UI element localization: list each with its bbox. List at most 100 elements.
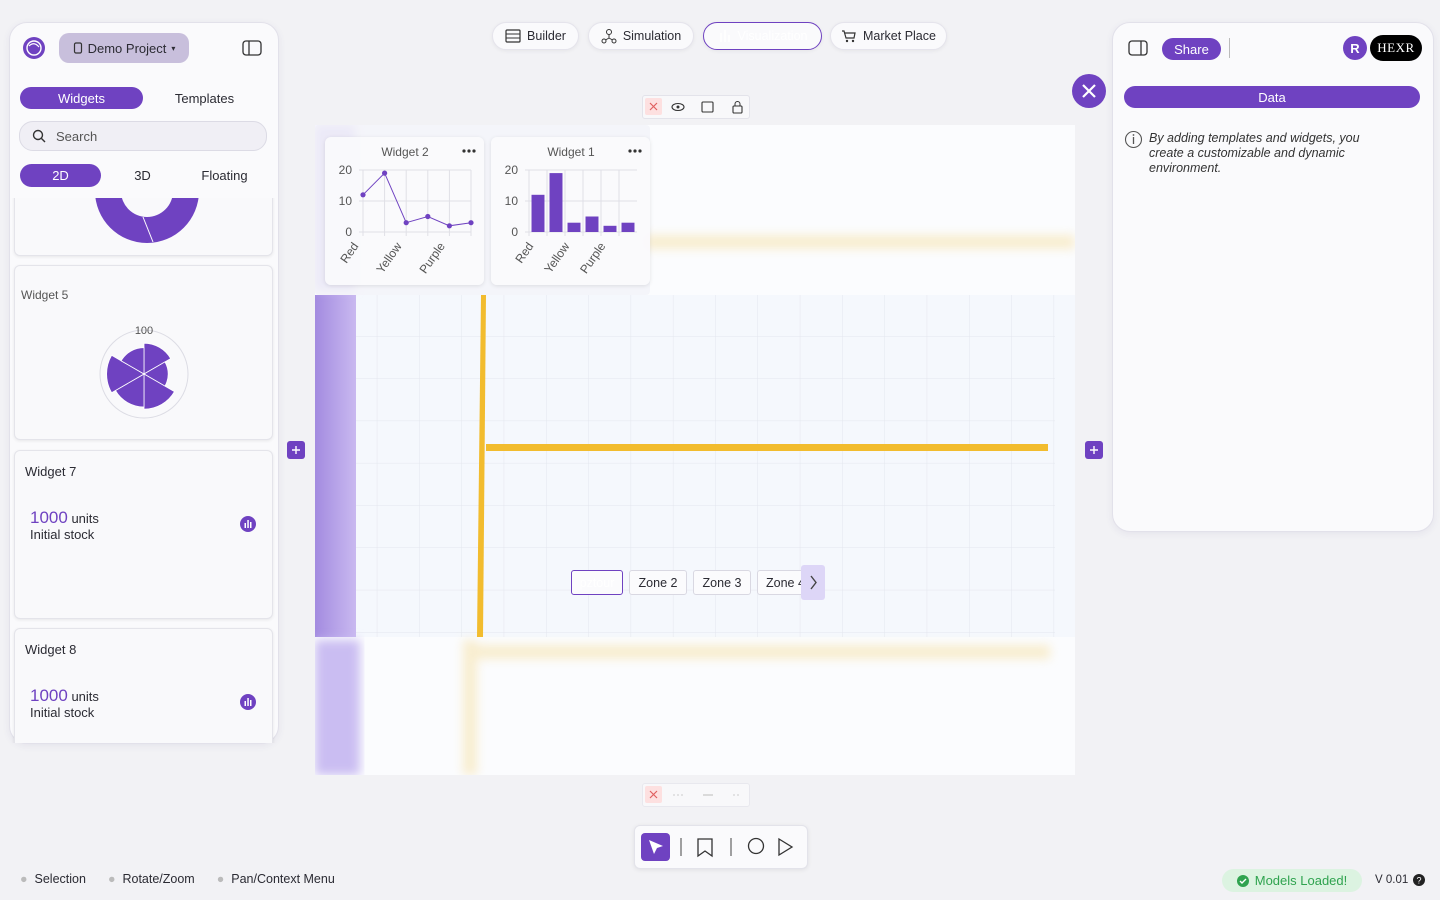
hint-label: Pan/Context Menu bbox=[231, 872, 335, 886]
y-tick-label: 0 bbox=[345, 225, 352, 239]
donut-widget bbox=[95, 198, 199, 243]
zone-tab[interactable]: Zone 4 bbox=[757, 570, 807, 595]
toolbar-icons bbox=[645, 98, 743, 115]
point bbox=[403, 220, 409, 226]
widget-card[interactable] bbox=[14, 198, 273, 256]
y-tick-label: 20 bbox=[339, 163, 353, 177]
menu-dot bbox=[462, 149, 466, 153]
comment-tool[interactable] bbox=[747, 837, 765, 855]
nav-tab[interactable]: Simulation bbox=[588, 22, 694, 50]
scene bbox=[315, 125, 1075, 775]
viewport[interactable] bbox=[315, 125, 1075, 775]
dock-icons bbox=[641, 833, 794, 861]
zone-next[interactable] bbox=[801, 565, 825, 600]
widget-title: Widget 7 bbox=[25, 464, 77, 479]
wall bbox=[315, 295, 356, 637]
metric: 1000 units bbox=[30, 686, 99, 706]
panel-toggle[interactable] bbox=[1128, 40, 1148, 56]
point bbox=[425, 213, 431, 220]
camera-icon[interactable] bbox=[701, 101, 714, 113]
widget-title: Widget 2 bbox=[381, 145, 429, 159]
hint-label: Rotate/Zoom bbox=[122, 872, 195, 886]
widget-card[interactable]: Widget 7 1000 units Initial stock bbox=[14, 450, 273, 619]
metric-label: Initial stock bbox=[30, 705, 95, 720]
data-section[interactable]: Data bbox=[1124, 86, 1420, 108]
metric-label: Initial stock bbox=[30, 527, 95, 542]
zone-tab[interactable]: Zone 2 bbox=[629, 570, 687, 595]
tab-label: Market Place bbox=[863, 29, 936, 43]
version: V 0.01? bbox=[1375, 874, 1426, 886]
r-tick-label: 100 bbox=[135, 325, 153, 337]
project-name: Demo Project bbox=[87, 40, 167, 56]
project-icon bbox=[73, 42, 82, 54]
x-tick-label: Yellow bbox=[374, 239, 405, 275]
zone-tab[interactable]: Zone 3 bbox=[693, 570, 751, 595]
bar bbox=[567, 222, 581, 232]
help-icon[interactable]: ? bbox=[1413, 874, 1426, 886]
y-tick-label: 10 bbox=[339, 194, 353, 208]
search-placeholder: Search bbox=[56, 128, 98, 144]
donut-separator bbox=[142, 216, 154, 243]
hint-label: Selection bbox=[34, 872, 86, 886]
arrow-icon bbox=[810, 575, 817, 590]
avatar[interactable]: R bbox=[1343, 36, 1367, 60]
widget-card[interactable]: Widget 5 50100 bbox=[14, 265, 273, 440]
hint: ● Selection bbox=[20, 872, 86, 886]
logo[interactable] bbox=[21, 35, 47, 61]
y-tick-label: 20 bbox=[505, 163, 519, 177]
floating-widget[interactable]: Widget 1 0 10 20 Red Yellow Purple bbox=[491, 137, 650, 285]
zone-tab[interactable]: pztour bbox=[571, 570, 623, 595]
tools-button[interactable] bbox=[1072, 74, 1106, 108]
check-icon bbox=[1236, 874, 1249, 887]
widget-title: Widget 8 bbox=[25, 642, 77, 657]
nav-tab[interactable]: Market Place bbox=[830, 22, 947, 50]
metric-icon[interactable] bbox=[239, 515, 257, 533]
x-tick-label: Red bbox=[337, 240, 361, 266]
brand-badge: HEXR bbox=[1370, 35, 1422, 61]
menu-dot bbox=[628, 149, 632, 153]
play-tool[interactable] bbox=[778, 837, 794, 857]
sidebar-toggle[interactable] bbox=[242, 40, 262, 56]
nav-tab[interactable]: Builder bbox=[492, 22, 579, 50]
metric-unit: units bbox=[71, 511, 99, 526]
metric-icon[interactable] bbox=[239, 693, 257, 711]
add-left[interactable] bbox=[287, 441, 305, 459]
info-icon bbox=[1124, 130, 1143, 149]
lock-icon[interactable] bbox=[732, 105, 743, 114]
tab-templates[interactable]: Templates bbox=[174, 90, 235, 106]
menu-dot bbox=[638, 149, 642, 153]
mode-3d[interactable]: 3D bbox=[134, 168, 151, 183]
polar-segment bbox=[106, 354, 145, 394]
nav-tab-active[interactable]: Visualization bbox=[703, 22, 822, 50]
bar bbox=[531, 194, 545, 232]
point bbox=[468, 220, 474, 226]
search-box[interactable]: Search bbox=[19, 121, 267, 151]
share-button[interactable]: Share bbox=[1162, 38, 1221, 60]
path-vertical bbox=[477, 295, 486, 637]
info-text: By adding templates and widgets, you cre… bbox=[1149, 131, 1360, 175]
y-tick-label: 0 bbox=[511, 225, 518, 239]
metric-value: 1000 bbox=[30, 508, 68, 527]
svg-text:?: ? bbox=[1417, 876, 1422, 886]
mode-2d[interactable]: 2D bbox=[20, 164, 101, 187]
tab-label: Simulation bbox=[622, 29, 682, 43]
x-tick-label: Purple bbox=[577, 239, 609, 276]
status-badge: Models Loaded! bbox=[1222, 869, 1362, 892]
tool-dock bbox=[634, 825, 808, 869]
eye-icon[interactable] bbox=[671, 102, 685, 112]
mode-floating[interactable]: Floating bbox=[201, 168, 248, 183]
x-tick-label: Purple bbox=[416, 239, 448, 276]
bookmark-tool[interactable] bbox=[697, 838, 713, 858]
widget-card[interactable]: Widget 8 1000 units Initial stock bbox=[14, 628, 273, 743]
point bbox=[382, 170, 388, 176]
point bbox=[360, 192, 366, 198]
version-text: V 0.01 bbox=[1375, 874, 1409, 886]
viewport-toolbar bbox=[642, 95, 750, 119]
project-menu[interactable]: Demo Project ▾ bbox=[59, 33, 189, 63]
floating-widget[interactable]: Widget 2 0 10 20 Red Yellow Purple bbox=[325, 137, 484, 285]
caret: ▾ bbox=[171, 43, 176, 53]
x-tick-label: Yellow bbox=[541, 239, 572, 275]
tab-widgets[interactable]: Widgets bbox=[20, 87, 143, 109]
x-tick-label: Red bbox=[512, 240, 536, 266]
add-right[interactable] bbox=[1085, 441, 1103, 459]
